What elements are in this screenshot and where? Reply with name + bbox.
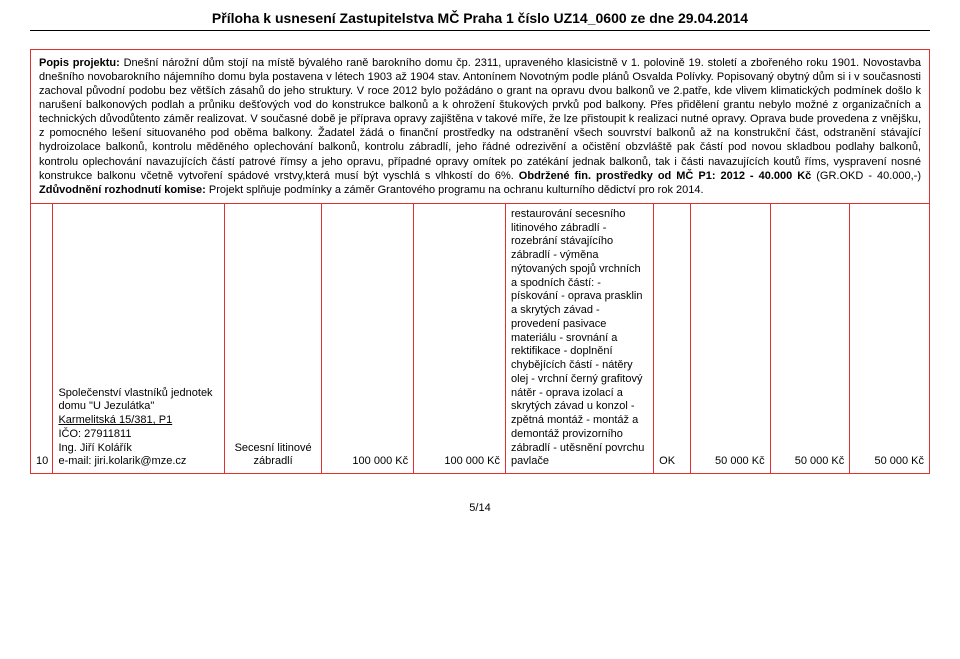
applicant-line2: domu "U Jezulátka" [58, 400, 219, 414]
page-footer: 5/14 [30, 502, 930, 514]
cell-work-description: restaurování secesního litinového zábrad… [506, 204, 654, 474]
cell-amount-1: 100 000 Kč [322, 204, 414, 474]
applicant-line1: Společenství vlastníků jednotek [58, 387, 219, 401]
header-title: Příloha k usnesení Zastupitelstva MČ Pra… [212, 10, 748, 26]
decision-label: Zdůvodnění rozhodnutí komise: [39, 184, 206, 196]
applicant-email: e-mail: jiri.kolarik@mze.cz [58, 455, 219, 469]
cell-amount-5: 50 000 Kč [850, 204, 930, 474]
description-label: Popis projektu: [39, 57, 120, 69]
cell-amount-3: 50 000 Kč [690, 204, 770, 474]
decision-text: Projekt splňuje podmínky a záměr Grantov… [206, 184, 704, 196]
cell-status: OK [654, 204, 691, 474]
data-table: 10 Společenství vlastníků jednotek domu … [30, 204, 930, 474]
project-description-box: Popis projektu: Dnešní nárožní dům stojí… [30, 49, 930, 204]
cell-object: Secesní litinové zábradlí [225, 204, 322, 474]
page-container: Příloha k usnesení Zastupitelstva MČ Pra… [0, 0, 960, 534]
applicant-ico: IČO: 27911811 [58, 428, 219, 442]
page-number: 5/14 [469, 502, 490, 514]
cell-row-number: 10 [31, 204, 53, 474]
description-body: Dnešní nárožní dům stojí na místě bývalé… [39, 57, 921, 182]
cell-amount-4: 50 000 Kč [770, 204, 850, 474]
cell-applicant: Společenství vlastníků jednotek domu "U … [53, 204, 225, 474]
funds-tail: (GR.OKD - 40.000,-) [811, 170, 921, 182]
cell-amount-2: 100 000 Kč [414, 204, 506, 474]
applicant-address: Karmelitská 15/381, P1 [58, 414, 219, 428]
page-header: Příloha k usnesení Zastupitelstva MČ Pra… [30, 10, 930, 31]
table-row: 10 Společenství vlastníků jednotek domu … [31, 204, 930, 474]
applicant-contact: Ing. Jiří Kolářík [58, 442, 219, 456]
funds-label: Obdržené fin. prostředky od MČ P1: 2012 … [519, 170, 811, 182]
